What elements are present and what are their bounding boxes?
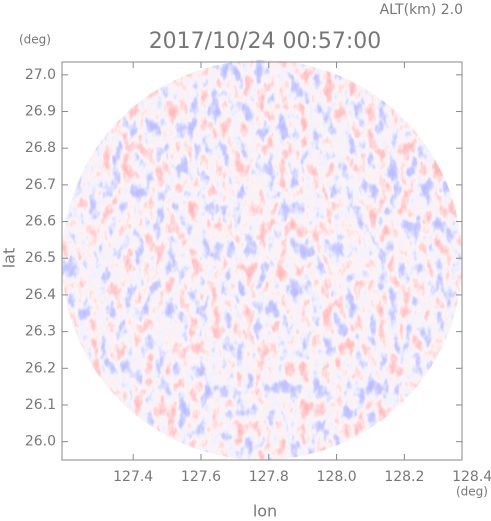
y-tick-label: 26.8 [25,140,56,156]
x-tick-label: 128.2 [384,469,424,485]
y-axis-label: lat [0,248,19,269]
x-tick-label: 127.4 [113,469,153,485]
x-axis-label: lon [253,502,277,521]
y-tick-label: 26.1 [25,397,56,413]
plot-frame [61,61,463,461]
y-tick-label: 26.5 [25,250,56,266]
chart-title: 2017/10/24 00:57:00 [149,29,382,54]
y-tick-label: 26.7 [25,177,56,193]
radar-field [62,60,462,460]
x-tick-label: 127.6 [181,469,221,485]
y-tick-label: 26.3 [25,324,56,340]
y-tick-label: 26.9 [25,104,56,120]
y-tick-label: 26.4 [25,287,56,303]
x-tick-label: 128.0 [317,469,357,485]
x-tick-label: 127.8 [249,469,289,485]
y-tick-label: 26.2 [25,360,56,376]
y-unit: (deg) [19,33,51,47]
y-tick-label: 26.0 [25,434,56,450]
x-unit: (deg) [456,485,488,499]
altitude-label: ALT(km) 2.0 [380,2,463,18]
y-tick-label: 26.6 [25,214,56,230]
x-tick-label: 128.4 [452,469,491,485]
y-tick-label: 27.0 [25,67,56,83]
